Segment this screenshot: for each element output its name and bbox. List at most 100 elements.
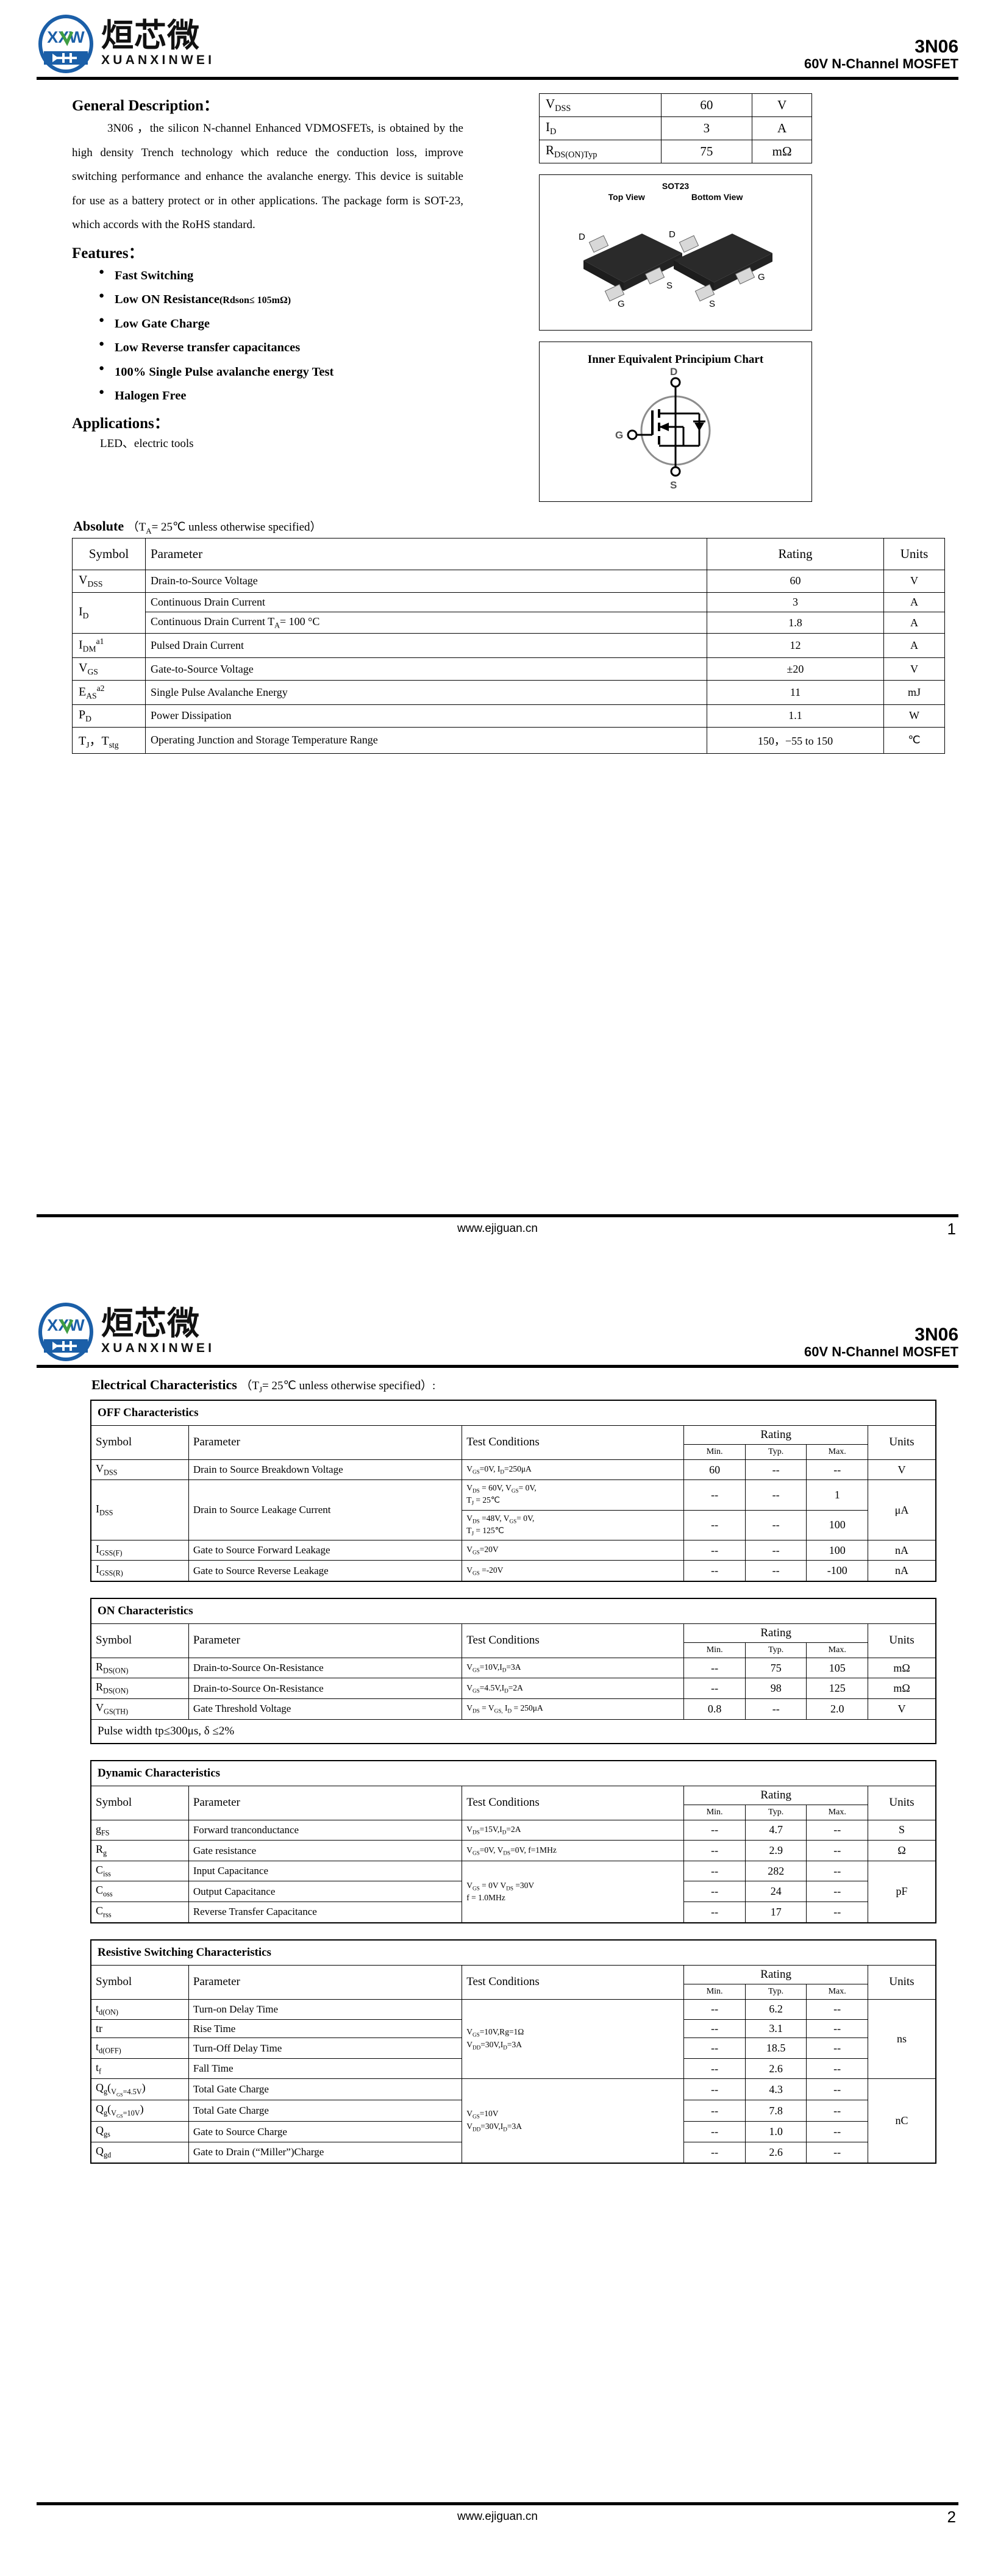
logo-text-group-page2: 烜芯微 XUANXINWEI: [101, 1308, 215, 1355]
col-header-rating: Rating: [707, 537, 884, 570]
characteristics-block: ON Characteristics Symbol Parameter Test Co…: [90, 1597, 936, 1744]
col-header-typ: Typ.: [744, 1983, 807, 2000]
table-row: RDS(ON) Drain-to-Source On-Resistance VGS=…: [90, 1678, 936, 1700]
column-subheader-row: Min. Typ. Max.: [91, 1983, 936, 2000]
table-row: VDS =48V, VGS= 0V, TJ = 125℃ -- -- 100: [91, 1509, 936, 1540]
row-max: --: [806, 1902, 869, 1923]
row-typ: 75: [744, 1657, 807, 1679]
row-typ: 1.0: [744, 2121, 807, 2143]
row-max: --: [806, 1819, 869, 1841]
svg-text:S: S: [670, 479, 677, 491]
abs-symbol: ID: [72, 592, 146, 634]
svg-text:D: D: [670, 367, 677, 377]
row-symbol: Qg(VGS=4.5V): [90, 2078, 189, 2101]
col-header-units: Units: [868, 1623, 936, 1658]
col-header-typ: Typ.: [744, 1642, 807, 1658]
feature-item: Halogen Free: [99, 384, 463, 409]
row-min: --: [683, 1819, 746, 1841]
row-parameter: Turn-Off Delay Time: [188, 2038, 463, 2059]
row-typ: 2.6: [744, 2058, 807, 2080]
row-typ: --: [744, 1560, 807, 1582]
abs-rating: 60: [707, 569, 884, 593]
column-header-row: Symbol Parameter Test Conditions Rating Unit…: [90, 1623, 936, 1658]
quick-unit: mΩ: [752, 140, 812, 163]
group-header-row: ON Characteristics: [90, 1598, 936, 1624]
row-symbol: Coss: [90, 1881, 189, 1903]
col-header-symbol: Symbol: [90, 1425, 189, 1460]
abs-rating: 1.8: [707, 611, 884, 634]
feature-label: Fast Switching: [115, 268, 194, 282]
page-header: XXW 烜芯微 XUANXINWEI 3N06 60V N-Channel MO…: [37, 0, 958, 73]
row-typ: 6.2: [744, 1998, 807, 2020]
row-test-conditions: VGS =-20V: [462, 1560, 685, 1582]
quick-value: 75: [660, 140, 753, 163]
ec-caption-rest: （TJ= 25℃ unless otherwise specified）:: [240, 1379, 436, 1394]
footer-url[interactable]: www.ejiguan.cn: [457, 1222, 538, 1235]
col-header-units: Units: [868, 1425, 936, 1460]
row-typ: 282: [744, 1860, 807, 1882]
table-row: Continuous Drain Current TA= 100 °C 1.8 A: [73, 611, 945, 634]
abs-units: V: [883, 657, 945, 681]
row-max: --: [806, 1459, 868, 1481]
row-max: --: [806, 2100, 868, 2122]
col-header-max: Max.: [806, 1983, 868, 2000]
table-row: Qgd Gate to Drain (“Miller”)Charge -- 2.6 --: [90, 2142, 936, 2164]
characteristics-table: OFF Characteristics Symbol Parameter Test C…: [90, 1399, 936, 1582]
row-min: --: [683, 2121, 746, 2143]
row-symbol: VDSS: [90, 1459, 189, 1481]
row-typ: 2.6: [744, 2142, 807, 2164]
feature-label: 100% Single Pulse avalanche energy Test: [115, 365, 334, 379]
table-row: gFS Forward tranconductance VDS=15V,ID=2A -…: [90, 1819, 936, 1841]
quick-symbol: VDSS: [539, 93, 662, 117]
table-row: IDMa1 Pulsed Drain Current 12 A: [72, 633, 945, 659]
col-header-symbol: Symbol: [72, 537, 146, 570]
col-header-units: Units: [883, 537, 945, 570]
abs-parameter: Continuous Drain Current TA= 100 °C: [145, 611, 707, 634]
general-description-body: 3N06 ，the silicon N-channel Enhanced VDM…: [72, 122, 463, 232]
absolute-ratings-section: Absolute （TA= 25℃ unless otherwise speci…: [37, 518, 958, 754]
row-min: --: [683, 1881, 746, 1903]
row-symbol: td(OFF): [90, 2038, 189, 2059]
abs-symbol: IDMa1: [72, 633, 146, 659]
row-symbol: Qg(VGS=10V): [90, 2100, 189, 2122]
row-parameter: Drain-to-Source On-Resistance: [188, 1657, 463, 1679]
row-typ: --: [744, 1459, 807, 1481]
row-parameter: Turn-on Delay Time: [188, 1998, 463, 2020]
col-header-rating: Rating: [683, 1785, 869, 1805]
table-row: td(ON) Turn-on Delay Time VGS=10V,Rg=1Ω VDD…: [90, 1998, 936, 2080]
absolute-caption-bold: Absolute: [73, 518, 124, 534]
feature-item: 100% Single Pulse avalanche energy Test: [99, 360, 463, 385]
row-min: --: [683, 1998, 746, 2020]
row-parameter: Input Capacitance: [188, 1860, 463, 1882]
table-row: IGSS(F) Gate to Source Forward Leakage VGS…: [90, 1539, 936, 1561]
row-typ: 17: [744, 1902, 807, 1923]
xxw-oval-logo-icon: XXW: [37, 1303, 95, 1361]
footer-url[interactable]: www.ejiguan.cn: [457, 2510, 538, 2523]
column-header-row: Symbol Parameter Test Conditions Rating Unit…: [90, 1425, 936, 1460]
feature-label: Low Reverse transfer capacitances: [115, 341, 301, 355]
row-symbol: VGS(TH): [90, 1698, 189, 1720]
feature-label: Low Gate Charge: [115, 317, 210, 331]
header-rule-page2: [37, 1365, 958, 1368]
header-part-info-page2: 3N06 60V N-Channel MOSFET: [804, 1325, 958, 1361]
col-header-test-conditions: Test Conditions: [462, 1785, 685, 1820]
col-header-parameter: Parameter: [145, 537, 707, 570]
features-list: Fast Switching Low ON Resistance(Rdson≤ 1…: [72, 263, 463, 409]
row-parameter: Forward tranconductance: [188, 1819, 463, 1841]
abs-parameter: Operating Junction and Storage Temperatu…: [145, 726, 707, 754]
row-min: --: [683, 1509, 746, 1540]
group-title: Dynamic Characteristics: [90, 1760, 936, 1786]
table-row: Rg Gate resistance VGS=0V, VDS=0V, f=1MHz -…: [90, 1840, 936, 1861]
row-symbol: td(ON): [90, 1998, 189, 2020]
header-rule: [37, 77, 958, 80]
row-min: --: [683, 1657, 746, 1679]
row-typ: 7.8: [744, 2100, 807, 2122]
row-units: mΩ: [868, 1678, 936, 1700]
datasheet-page-1: XXW 烜芯微 XUANXINWEI 3N06 60V N-Channel MO…: [0, 0, 995, 1288]
table-row: Qg(VGS=10V) Total Gate Charge -- 7.8 --: [90, 2100, 936, 2122]
quick-ratings-table: VDSS 60 V ID 3 A RDS(ON)Typ 75 mΩ: [539, 93, 812, 163]
row-min: --: [683, 2019, 746, 2039]
row-typ: --: [744, 1509, 807, 1540]
col-header-parameter: Parameter: [188, 1964, 463, 2000]
svg-text:G: G: [758, 272, 765, 282]
